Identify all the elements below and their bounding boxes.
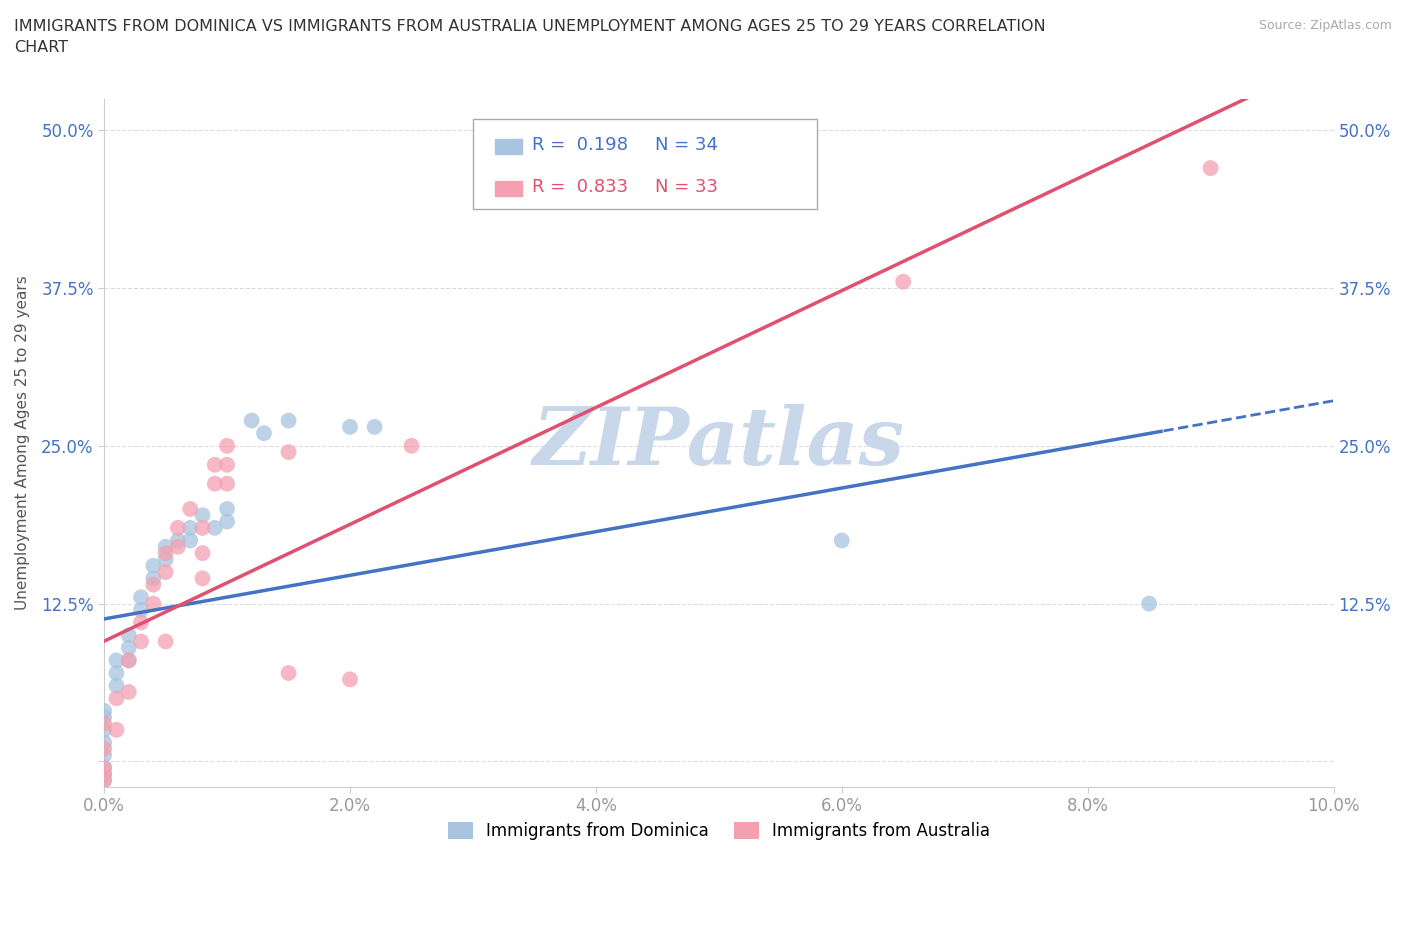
Point [93,710,115,724]
Y-axis label: Unemployment Among Ages 25 to 29 years: Unemployment Among Ages 25 to 29 years [15,275,30,610]
Point [1199,161,1222,176]
Point [129,590,152,604]
Point [831,533,853,548]
Point [155,634,177,649]
Point [401,438,423,453]
Point [204,521,226,536]
Point [118,653,141,668]
Point [217,458,239,472]
Point [179,533,201,548]
Point [191,521,214,536]
FancyBboxPatch shape [495,140,522,154]
Point [118,684,141,699]
Legend: Immigrants from Dominica, Immigrants from Australia: Immigrants from Dominica, Immigrants fro… [441,816,997,847]
Point [118,641,141,656]
Point [191,571,214,586]
Point [217,501,239,516]
Point [118,653,141,668]
Point [93,773,115,788]
Point [93,760,115,775]
Point [339,671,361,686]
Point [155,565,177,579]
Point [93,766,115,781]
Point [93,748,115,763]
Point [277,445,299,459]
Point [204,476,226,491]
Point [118,628,141,643]
Point [93,741,115,756]
Point [93,773,115,788]
Point [155,539,177,554]
Point [191,508,214,523]
Point [179,501,201,516]
Point [93,716,115,731]
Text: N = 34: N = 34 [655,137,718,154]
Point [142,571,165,586]
Point [93,723,115,737]
Point [277,666,299,681]
FancyBboxPatch shape [495,180,522,195]
Point [93,703,115,718]
Text: ZIPatlas: ZIPatlas [533,404,905,482]
Point [240,413,263,428]
Point [191,546,214,561]
Point [105,691,128,706]
Point [363,419,385,434]
Point [891,274,914,289]
Point [93,735,115,750]
Point [167,521,190,536]
Point [167,539,190,554]
Point [105,678,128,693]
Point [142,558,165,573]
Point [277,413,299,428]
Point [155,552,177,567]
Point [105,653,128,668]
Point [142,596,165,611]
Point [129,603,152,618]
Point [142,578,165,592]
Point [129,634,152,649]
Point [179,521,201,536]
Point [217,438,239,453]
Point [217,476,239,491]
FancyBboxPatch shape [472,119,817,208]
Point [105,666,128,681]
Point [1137,596,1160,611]
Text: R =  0.198: R = 0.198 [531,137,628,154]
Point [217,514,239,529]
Point [155,546,177,561]
Point [105,723,128,737]
Point [129,615,152,630]
Point [339,419,361,434]
Text: N = 33: N = 33 [655,178,718,195]
Point [93,760,115,775]
Text: IMMIGRANTS FROM DOMINICA VS IMMIGRANTS FROM AUSTRALIA UNEMPLOYMENT AMONG AGES 25: IMMIGRANTS FROM DOMINICA VS IMMIGRANTS F… [14,19,1046,55]
Text: R =  0.833: R = 0.833 [531,178,628,195]
Text: Source: ZipAtlas.com: Source: ZipAtlas.com [1258,19,1392,32]
Point [253,426,276,441]
Point [204,458,226,472]
Point [93,766,115,781]
Point [167,533,190,548]
